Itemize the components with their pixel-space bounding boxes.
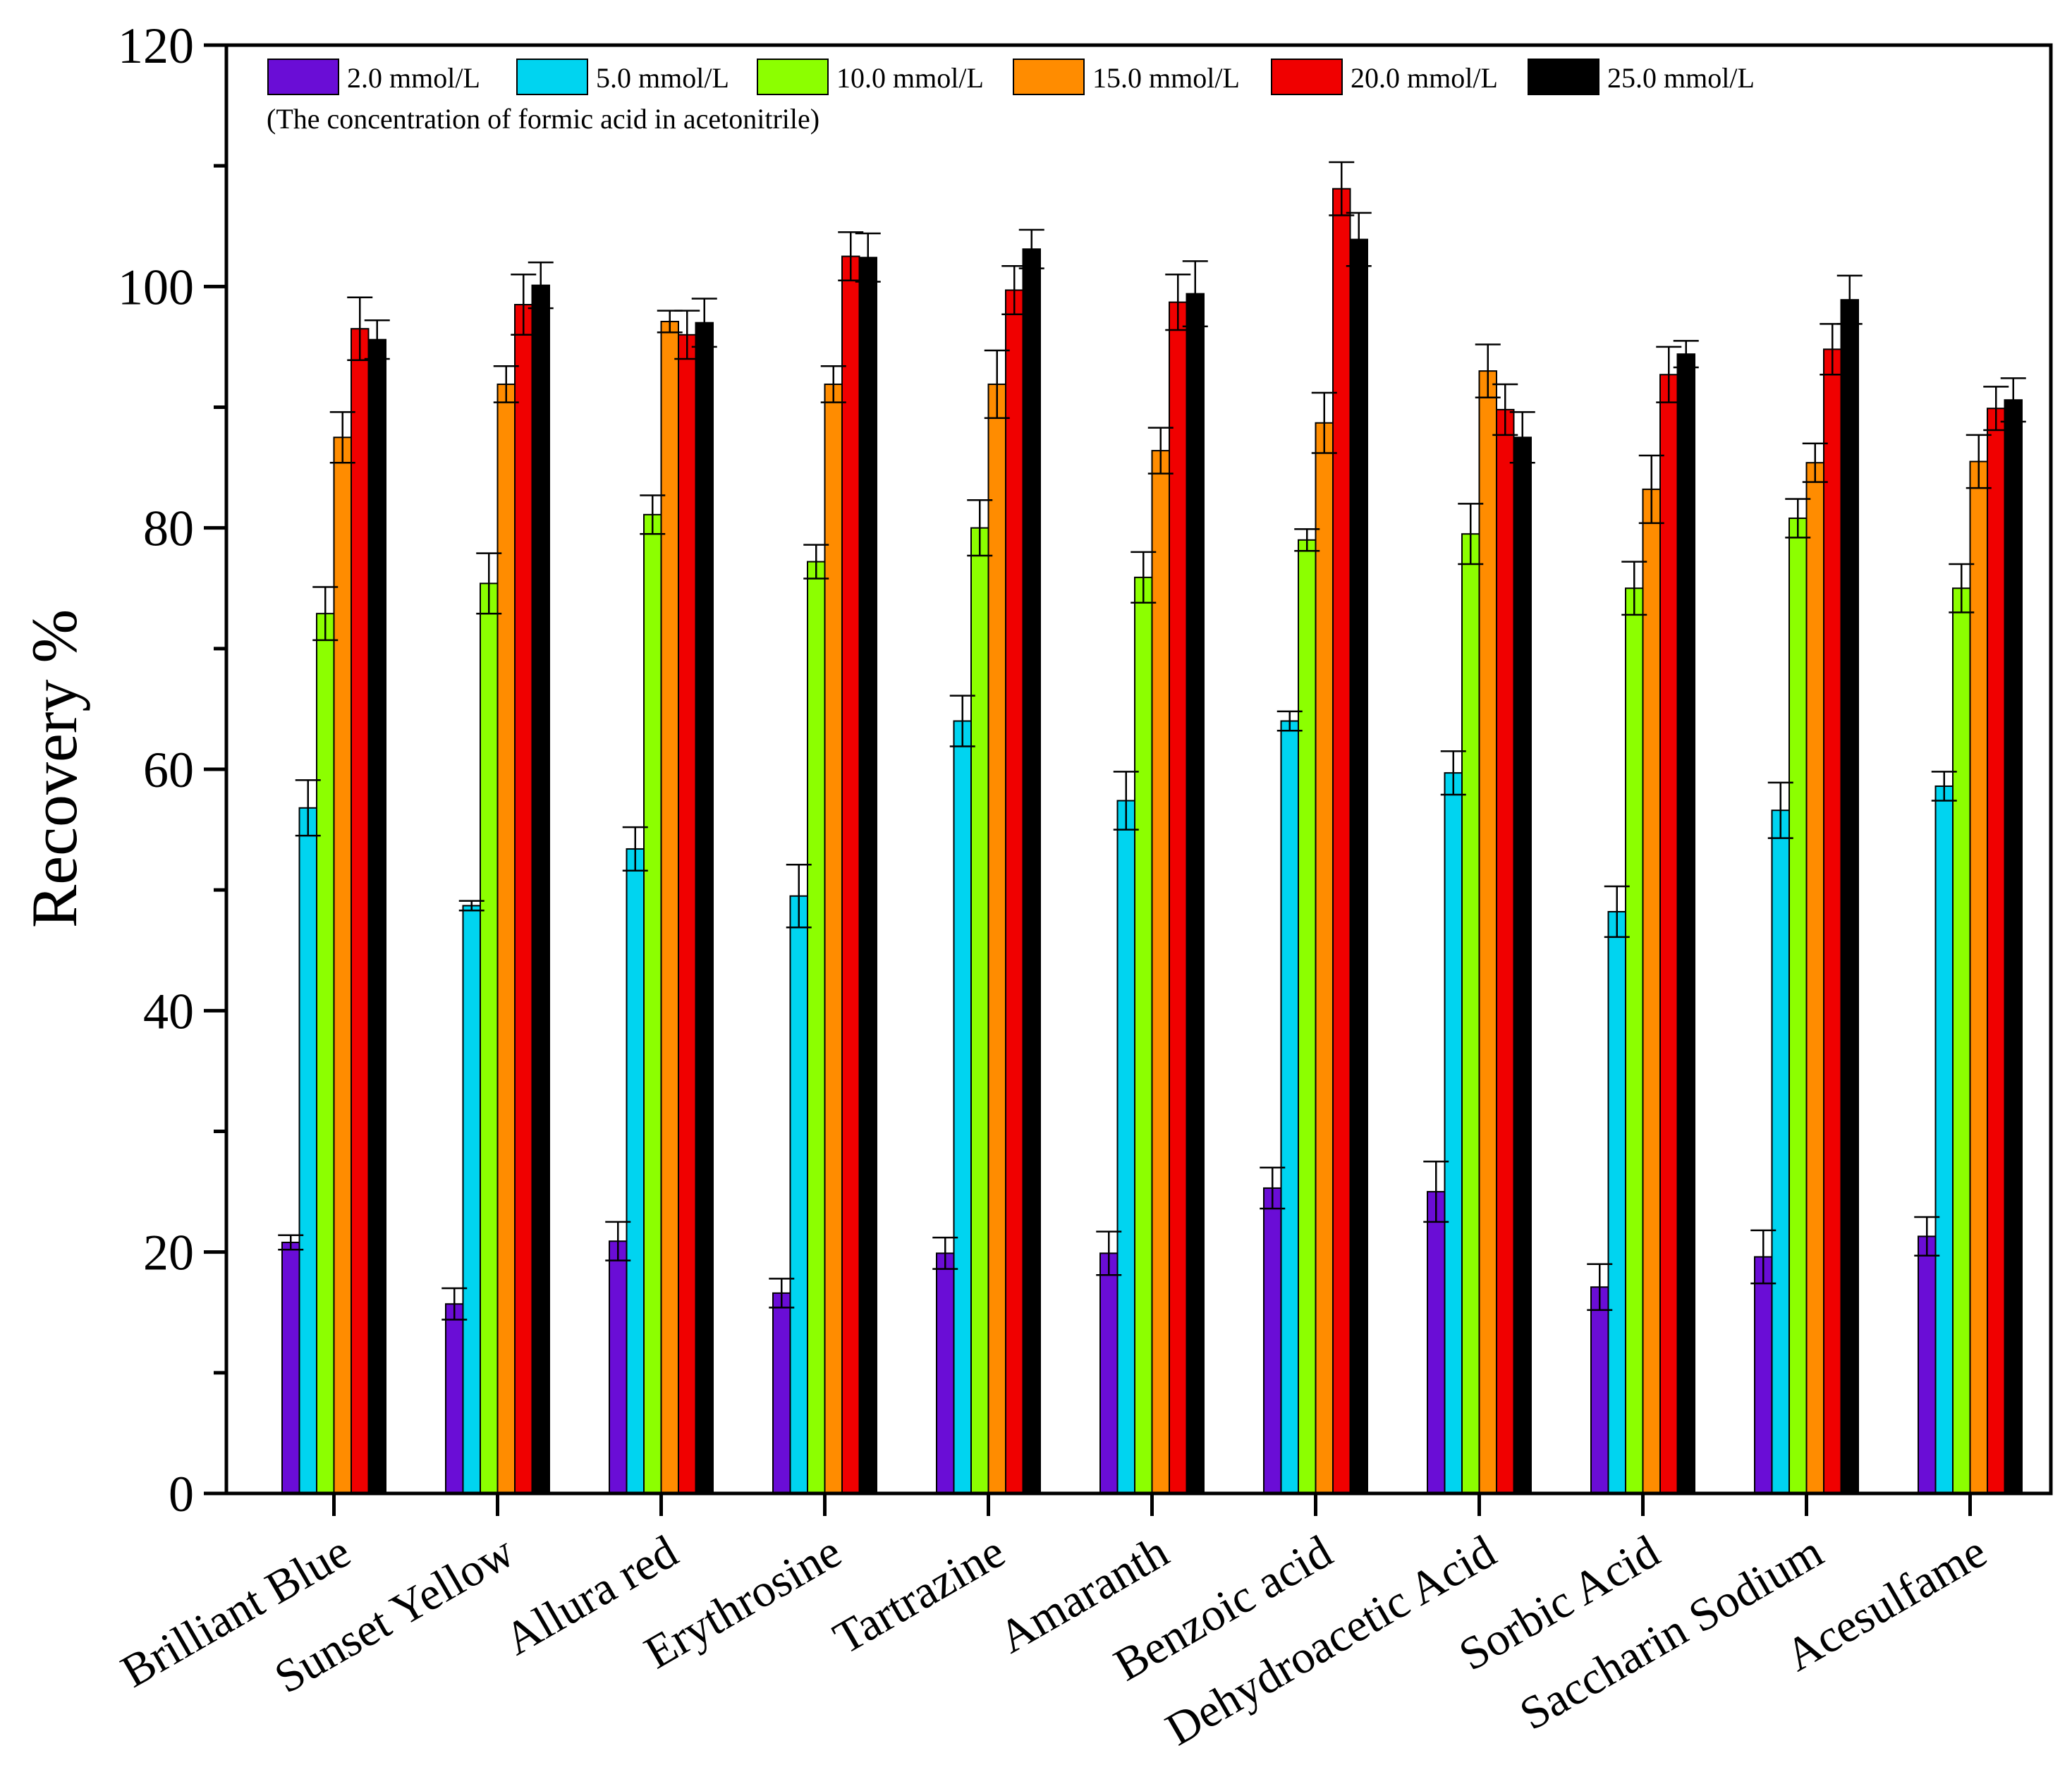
bar bbox=[445, 1303, 464, 1494]
x-category-label: Tartrazine bbox=[825, 1526, 1013, 1664]
bar bbox=[1754, 1256, 1773, 1494]
bar bbox=[1005, 289, 1024, 1494]
bar bbox=[1444, 772, 1463, 1494]
bar bbox=[514, 304, 533, 1495]
y-tick-label: 0 bbox=[169, 1466, 194, 1522]
bar bbox=[1952, 587, 1971, 1494]
legend-entry-label: 5.0 mmol/L bbox=[596, 62, 729, 94]
bar bbox=[660, 320, 679, 1494]
bar bbox=[1513, 436, 1532, 1495]
bar bbox=[1332, 188, 1351, 1494]
bar bbox=[1478, 370, 1497, 1494]
bar bbox=[1116, 800, 1135, 1494]
y-tick-label: 80 bbox=[143, 501, 194, 557]
y-tick-label: 60 bbox=[143, 742, 194, 798]
bar bbox=[1134, 576, 1153, 1494]
bar bbox=[1022, 248, 1041, 1495]
bar bbox=[531, 284, 550, 1494]
bar bbox=[936, 1252, 955, 1494]
y-tick-label: 40 bbox=[143, 983, 194, 1039]
bar bbox=[1788, 517, 1808, 1494]
y-axis-label: Recovery % bbox=[18, 609, 90, 928]
bars-layer bbox=[281, 188, 2023, 1495]
bar bbox=[609, 1240, 628, 1495]
bar bbox=[298, 807, 317, 1494]
bar bbox=[953, 720, 972, 1494]
bar bbox=[1496, 408, 1515, 1494]
bar bbox=[695, 322, 714, 1494]
legend-swatch bbox=[757, 59, 829, 95]
bar bbox=[643, 513, 662, 1494]
y-axis: 0 20 40 60 80 100 120 bbox=[118, 18, 226, 1522]
bar bbox=[789, 895, 808, 1494]
bar bbox=[1298, 539, 1317, 1494]
bar bbox=[1590, 1286, 1609, 1495]
bar bbox=[1461, 533, 1480, 1494]
bar bbox=[1659, 374, 1678, 1494]
bar bbox=[1099, 1252, 1119, 1494]
bar bbox=[1805, 462, 1824, 1494]
bar bbox=[1349, 238, 1368, 1494]
bar bbox=[1151, 450, 1170, 1494]
legend-note: (The concentration of formic acid in ace… bbox=[267, 103, 819, 135]
bar bbox=[987, 383, 1006, 1494]
y-tick-label: 20 bbox=[143, 1225, 194, 1281]
bar bbox=[626, 848, 645, 1494]
bar bbox=[772, 1292, 791, 1494]
bar bbox=[1969, 460, 1988, 1494]
bar bbox=[1607, 910, 1626, 1494]
bar bbox=[1280, 720, 1299, 1494]
legend: (The concentration of formic acid in ace… bbox=[267, 59, 1755, 135]
bar bbox=[281, 1241, 300, 1495]
bar bbox=[367, 338, 386, 1495]
bar bbox=[2004, 399, 2023, 1494]
y-tick-label: 120 bbox=[118, 18, 194, 74]
y-tick-label: 100 bbox=[118, 259, 194, 315]
bar bbox=[1427, 1191, 1446, 1495]
bar bbox=[1186, 293, 1205, 1494]
bar bbox=[1676, 353, 1695, 1495]
bar bbox=[1987, 408, 2006, 1494]
bar bbox=[1934, 785, 1954, 1495]
legend-swatch bbox=[1013, 59, 1085, 95]
bar bbox=[970, 527, 989, 1495]
bar bbox=[351, 328, 370, 1494]
bar bbox=[1840, 299, 1859, 1495]
bar bbox=[1642, 488, 1661, 1494]
legend-entry-label: 2.0 mmol/L bbox=[347, 62, 480, 94]
legend-swatch bbox=[1271, 59, 1343, 95]
bar bbox=[678, 334, 697, 1494]
bar bbox=[1625, 587, 1644, 1494]
legend-swatch bbox=[267, 59, 339, 95]
bar bbox=[858, 257, 877, 1495]
legend-swatch bbox=[1528, 59, 1599, 95]
bar bbox=[333, 436, 352, 1495]
bar bbox=[496, 383, 516, 1494]
bar bbox=[1263, 1187, 1282, 1495]
legend-entry-label: 25.0 mmol/L bbox=[1607, 62, 1755, 94]
bar bbox=[1169, 301, 1188, 1495]
bar bbox=[841, 255, 860, 1495]
bar bbox=[824, 383, 843, 1494]
legend-entry-label: 10.0 mmol/L bbox=[836, 62, 984, 94]
error-bars-layer bbox=[278, 161, 2026, 1321]
bar bbox=[480, 582, 499, 1494]
bar bbox=[1823, 348, 1842, 1495]
legend-swatch bbox=[516, 59, 588, 95]
bar bbox=[1918, 1235, 1937, 1495]
legend-entry-label: 20.0 mmol/L bbox=[1351, 62, 1498, 94]
bar bbox=[807, 561, 826, 1494]
bar bbox=[462, 905, 481, 1494]
bar bbox=[316, 613, 335, 1495]
bar bbox=[1315, 422, 1334, 1494]
bar bbox=[1771, 809, 1790, 1494]
legend-entry-label: 15.0 mmol/L bbox=[1092, 62, 1240, 94]
